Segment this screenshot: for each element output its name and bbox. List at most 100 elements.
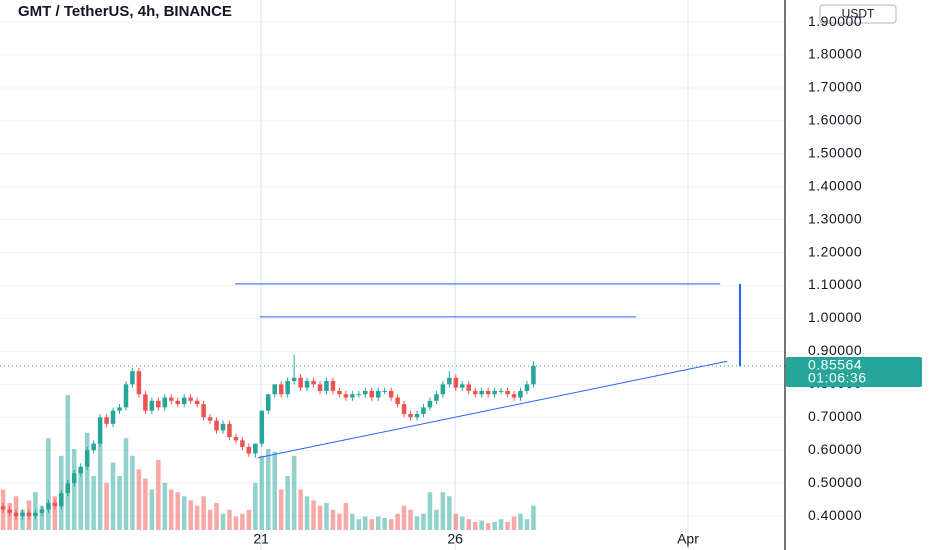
volume-bar xyxy=(498,519,504,530)
volume-bar xyxy=(149,489,155,530)
volume-bar xyxy=(311,500,316,530)
candle-body xyxy=(97,417,103,444)
candle-body xyxy=(181,397,187,405)
candle-body xyxy=(485,390,491,395)
candle-body xyxy=(104,417,109,424)
volume-bar xyxy=(531,505,536,530)
candle-body xyxy=(362,390,368,395)
volume-bar xyxy=(156,459,161,530)
volume-bar xyxy=(278,489,284,530)
candle-body xyxy=(278,384,284,395)
volume-bar xyxy=(304,496,310,530)
volume-bar xyxy=(136,469,142,530)
candle-body xyxy=(343,394,349,398)
candle-body xyxy=(168,397,174,401)
candle-body xyxy=(375,390,381,398)
volume-bar xyxy=(46,438,51,530)
volume-bar xyxy=(401,505,407,530)
x-tick-label: 26 xyxy=(447,531,463,547)
candle-body xyxy=(0,506,6,510)
volume-bar xyxy=(356,519,362,530)
candle-body xyxy=(265,394,271,411)
candle-body xyxy=(440,384,446,395)
candle-body xyxy=(46,502,51,510)
volume-bar xyxy=(382,517,387,530)
y-tick-label: 0.60000 xyxy=(808,441,862,457)
candle-body xyxy=(130,371,135,385)
candle-body xyxy=(240,440,245,447)
candle-body xyxy=(175,400,180,405)
candle-body xyxy=(395,397,400,405)
y-tick-label: 1.40000 xyxy=(808,177,862,193)
volume-bar xyxy=(298,489,303,530)
candle-body xyxy=(65,483,71,494)
candle-body xyxy=(518,390,523,398)
y-tick-label: 1.00000 xyxy=(808,309,862,325)
volume-bar xyxy=(39,505,45,530)
candle-body xyxy=(505,390,510,395)
volume-bar xyxy=(524,519,530,530)
volume-bar xyxy=(272,451,277,530)
candle-body xyxy=(311,381,316,385)
volume-bar xyxy=(104,482,109,530)
chart-title: GMT / TetherUS, 4h, BINANCE xyxy=(18,3,232,20)
candle-body xyxy=(350,394,355,398)
currency[interactable]: USDT xyxy=(842,7,875,21)
candle-body xyxy=(110,410,116,424)
candle-body xyxy=(7,509,12,513)
candle-body xyxy=(382,390,387,392)
candle-body xyxy=(324,381,329,391)
currency-box[interactable] xyxy=(819,4,897,24)
candle-body xyxy=(427,400,433,408)
volume-bar xyxy=(207,509,213,530)
volume-bar xyxy=(369,519,375,530)
volume-bar xyxy=(511,516,517,530)
y-tick-label: 1.50000 xyxy=(808,145,862,161)
volume-bar xyxy=(343,503,349,530)
volume-bar xyxy=(227,509,232,530)
volume-bar xyxy=(246,509,252,530)
y-tick-label: 0.90000 xyxy=(808,342,862,358)
candle-body xyxy=(434,394,439,401)
candle-body xyxy=(337,390,342,395)
volume-bar xyxy=(78,469,83,530)
candle-body xyxy=(194,400,200,405)
candle-body xyxy=(291,377,297,382)
volume-bar xyxy=(253,482,258,530)
candle-body xyxy=(531,366,536,385)
volume-bar xyxy=(259,455,265,530)
volume-bar xyxy=(130,455,135,530)
candle-body xyxy=(162,397,168,408)
volume-bar xyxy=(408,509,413,530)
candle-body xyxy=(220,423,226,431)
volume-bar xyxy=(71,449,77,530)
candle-body xyxy=(388,390,394,398)
candle-body xyxy=(207,417,213,421)
volume-bar xyxy=(395,513,400,530)
countdown: 01:06:36 xyxy=(808,370,867,386)
volume-bar xyxy=(330,509,336,530)
volume-bar xyxy=(84,432,90,530)
y-tick-label: 1.20000 xyxy=(808,243,862,259)
volume-bar xyxy=(110,462,116,530)
volume-bar xyxy=(194,505,200,530)
candle-body xyxy=(259,410,265,444)
candle-body xyxy=(117,407,122,411)
candle-body xyxy=(136,371,142,395)
candle-body xyxy=(91,443,96,451)
volume-bar xyxy=(181,496,187,530)
candle-body xyxy=(13,512,19,517)
volume-bar xyxy=(265,449,271,530)
volume-bar xyxy=(337,513,342,530)
volume-bar xyxy=(362,516,368,530)
candle-body xyxy=(317,384,323,391)
candle-body xyxy=(272,384,277,395)
candle-body xyxy=(253,443,258,454)
candle-body xyxy=(52,502,58,507)
candle-body xyxy=(511,394,517,398)
candle-body xyxy=(408,413,413,418)
candle-body xyxy=(524,384,530,391)
candle-body xyxy=(492,390,497,395)
candle-body xyxy=(214,420,219,431)
